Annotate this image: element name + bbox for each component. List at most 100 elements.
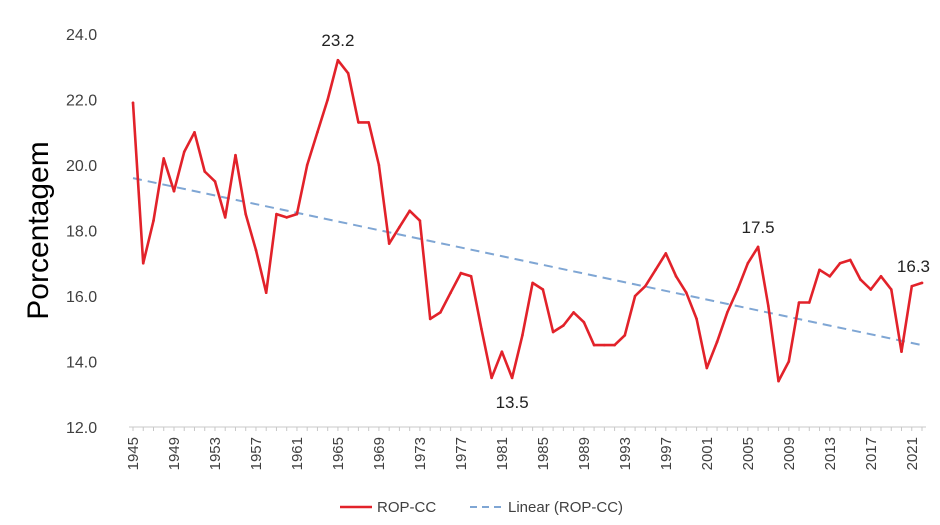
data-point (521, 334, 524, 337)
x-tick-label: 1993 (617, 437, 634, 470)
x-tick-label: 2001 (699, 437, 716, 470)
data-label: 17.5 (742, 218, 775, 237)
data-point (408, 209, 411, 213)
data-point (275, 212, 278, 216)
data-point (398, 225, 401, 229)
legend-label-rop-cc: ROP-CC (377, 499, 436, 516)
y-tick-label: 20.0 (66, 158, 97, 175)
data-point (551, 330, 555, 334)
x-tick-label: 1981 (494, 437, 511, 470)
y-tick-label: 18.0 (66, 224, 97, 241)
data-point (797, 301, 801, 304)
data-point (756, 245, 760, 249)
data-point (510, 376, 514, 380)
data-point (346, 72, 350, 75)
data-point (223, 216, 227, 219)
data-point (879, 275, 883, 278)
data-point (705, 366, 709, 370)
data-point (848, 258, 852, 262)
data-point (807, 301, 811, 304)
data-point (654, 268, 657, 272)
data-point (664, 252, 668, 255)
data-point (746, 261, 750, 265)
x-tick-label: 1949 (166, 437, 183, 470)
data-point (592, 343, 596, 347)
data-point (766, 304, 770, 308)
y-tick-label: 24.0 (66, 27, 97, 44)
data-point (213, 180, 217, 183)
data-point (377, 163, 381, 167)
data-point (182, 150, 186, 154)
data-point (234, 153, 237, 157)
data-point (418, 219, 422, 222)
x-tick-label: 1989 (576, 437, 593, 470)
data-point (449, 291, 452, 295)
data-point (623, 334, 627, 337)
data-point (818, 268, 821, 272)
data-point (541, 288, 545, 291)
y-tick-label: 22.0 (66, 93, 97, 110)
data-point (633, 294, 637, 298)
x-tick-label: 1997 (658, 437, 675, 470)
x-tick-label: 1985 (535, 437, 552, 470)
data-point (264, 291, 268, 295)
data-point (531, 281, 534, 285)
data-point (480, 327, 483, 331)
data-label: 13.5 (496, 393, 529, 412)
data-point (869, 288, 873, 291)
data-point (305, 163, 309, 167)
data-point (715, 340, 719, 344)
data-point (162, 157, 166, 160)
data-label: 23.2 (321, 31, 354, 50)
data-point (490, 376, 493, 380)
data-point (428, 317, 432, 321)
data-point (736, 288, 739, 291)
data-point (326, 98, 329, 101)
data-point (193, 130, 196, 134)
data-point (572, 311, 575, 314)
y-tick-label: 14.0 (66, 355, 97, 372)
y-tick-label: 16.0 (66, 289, 97, 306)
x-tick-label: 1965 (330, 437, 347, 470)
series-line-rop-cc (131, 58, 924, 383)
data-point (141, 261, 145, 265)
data-point (787, 360, 791, 363)
data-point (295, 212, 299, 216)
x-tick-label: 1953 (207, 437, 224, 470)
x-tick-label: 2017 (863, 437, 880, 470)
data-point (336, 58, 340, 62)
x-tick-label: 1973 (412, 437, 429, 470)
x-tick-label: 1961 (289, 437, 306, 470)
data-point (285, 216, 289, 219)
data-point (152, 219, 155, 222)
data-point (726, 311, 729, 314)
legend-label-linear: Linear (ROP-CC) (508, 499, 623, 516)
data-point (387, 242, 391, 245)
data-point (900, 350, 903, 353)
data-point (459, 271, 463, 275)
data-point (920, 281, 924, 285)
data-point (254, 248, 258, 252)
x-tick-label: 2021 (904, 437, 921, 470)
data-point (316, 130, 319, 134)
data-label: 16.3 (897, 257, 930, 276)
data-point (859, 278, 862, 281)
x-tick-label: 1945 (125, 437, 142, 470)
data-point (131, 101, 135, 105)
data-point (685, 291, 688, 295)
data-point (172, 189, 176, 193)
data-point (244, 212, 248, 216)
data-point (674, 275, 678, 278)
data-point (500, 350, 504, 353)
data-point (828, 275, 832, 278)
x-tick-label: 1969 (371, 437, 388, 470)
data-point (469, 275, 473, 278)
y-axis-title: Porcentagem (22, 141, 55, 319)
data-point (203, 170, 207, 173)
data-point (777, 379, 780, 383)
data-point (582, 320, 586, 324)
data-point (910, 284, 914, 288)
data-point (357, 121, 360, 124)
